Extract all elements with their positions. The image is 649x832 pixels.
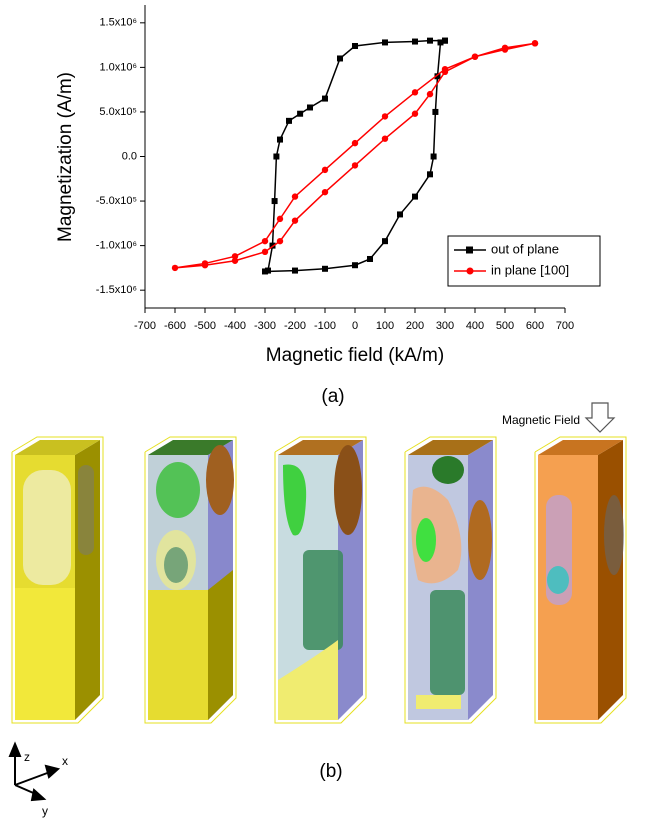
field-label: Magnetic Field — [502, 413, 580, 427]
marker — [286, 118, 292, 124]
series-line — [175, 43, 535, 268]
x-tick-label: 400 — [466, 320, 484, 332]
x-tick-label: -500 — [194, 320, 216, 332]
y-tick-label: -1.0x10⁶ — [96, 240, 137, 252]
marker — [352, 140, 358, 146]
y-tick-label: 0.0 — [122, 150, 137, 162]
marker — [277, 238, 283, 244]
x-axis-label: Magnetic field (kA/m) — [266, 345, 444, 366]
x-tick-label: -200 — [284, 320, 306, 332]
marker — [273, 154, 279, 160]
x-tick-label: -600 — [164, 320, 186, 332]
marker — [352, 262, 358, 268]
marker — [352, 162, 358, 168]
marker — [382, 238, 388, 244]
prism-5 — [535, 437, 626, 723]
marker — [442, 69, 448, 75]
marker — [412, 39, 418, 45]
legend-marker — [467, 268, 474, 275]
marker — [397, 211, 403, 217]
x-tick-label: 100 — [376, 320, 394, 332]
y-tick-label: 5.0x10⁵ — [99, 106, 137, 118]
marker — [292, 193, 298, 199]
field-arrow — [586, 403, 614, 432]
marker — [412, 111, 418, 117]
marker — [502, 46, 508, 52]
x-tick-label: -400 — [224, 320, 246, 332]
marker — [202, 262, 208, 268]
axis-x: x — [62, 754, 68, 768]
x-tick-label: 600 — [526, 320, 544, 332]
y-tick-label: -5.0x10⁵ — [96, 195, 137, 207]
marker — [427, 171, 433, 177]
x-tick-label: 500 — [496, 320, 514, 332]
marker — [322, 189, 328, 195]
marker — [352, 43, 358, 49]
x-tick-label: -700 — [134, 320, 156, 332]
prism-2 — [145, 437, 236, 723]
legend-marker — [466, 247, 473, 254]
marker — [431, 154, 437, 160]
series-line — [265, 41, 445, 272]
marker — [292, 217, 298, 223]
x-tick-label: 300 — [436, 320, 454, 332]
y-tick-label: 1.5x10⁶ — [99, 17, 137, 29]
marker — [262, 238, 268, 244]
marker — [262, 268, 268, 274]
marker — [432, 109, 438, 115]
x-tick-label: 700 — [556, 320, 574, 332]
prism-3 — [275, 437, 366, 723]
marker — [382, 39, 388, 45]
marker — [427, 38, 433, 44]
marker — [277, 137, 283, 143]
axis-z: z — [24, 750, 30, 764]
marker — [427, 91, 433, 97]
figure: -700 -600 -500 -400 -300 -200 -100 0 100 200 300 40… — [0, 0, 649, 832]
marker — [412, 89, 418, 95]
marker — [382, 113, 388, 119]
prism-4 — [405, 437, 496, 723]
marker — [277, 216, 283, 222]
marker — [232, 258, 238, 264]
marker — [172, 265, 178, 271]
marker — [322, 266, 328, 272]
marker — [412, 194, 418, 200]
chart: -700 -600 -500 -400 -300 -200 -100 0 100 200 300 40… — [55, 5, 600, 366]
x-tick-label: 200 — [406, 320, 424, 332]
marker — [472, 53, 478, 59]
marker — [442, 38, 448, 44]
legend-label: in plane [100] — [491, 262, 569, 277]
x-tick-label: -100 — [314, 320, 336, 332]
marker — [322, 167, 328, 173]
marker — [292, 268, 298, 274]
marker — [532, 40, 538, 46]
caption-b: (b) — [319, 761, 342, 782]
prism-1 — [12, 437, 103, 723]
y-tick-label: 1.0x10⁶ — [99, 61, 137, 73]
axis-y: y — [42, 804, 48, 818]
marker — [272, 198, 278, 204]
marker — [262, 249, 268, 255]
axes-icon — [10, 744, 58, 800]
caption-a: (a) — [321, 386, 344, 407]
legend-label: out of plane — [491, 241, 559, 256]
marker — [322, 96, 328, 102]
marker — [297, 111, 303, 117]
x-tick-label: -300 — [254, 320, 276, 332]
marker — [307, 104, 313, 110]
marker — [337, 55, 343, 61]
marker — [382, 135, 388, 141]
x-tick-label: 0 — [352, 320, 358, 332]
marker — [367, 256, 373, 262]
y-tick-label: -1.5x10⁶ — [96, 284, 137, 296]
y-axis-label: Magnetization (A/m) — [55, 72, 76, 242]
